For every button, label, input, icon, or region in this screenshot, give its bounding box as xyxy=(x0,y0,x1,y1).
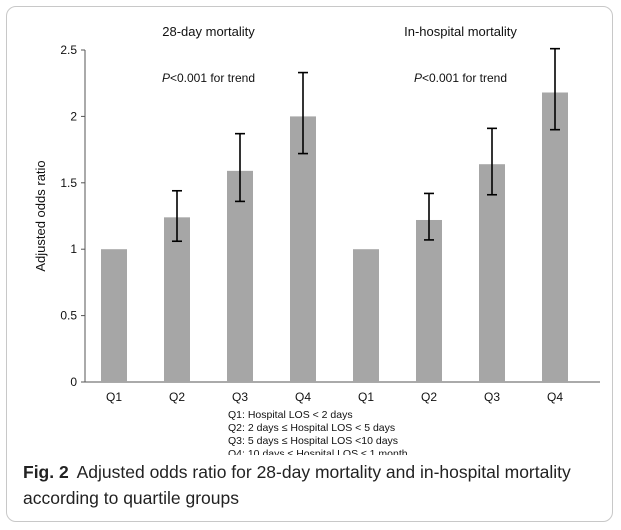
y-tick-label: 1 xyxy=(70,242,77,256)
group-title: 28-day mortality xyxy=(162,24,255,39)
y-tick-label: 0 xyxy=(70,375,77,389)
legend-entry: Q2: 2 days ≤ Hospital LOS < 5 days xyxy=(228,422,395,434)
legend-entry: Q4: 10 days ≤ Hospital LOS ≤ 1 month xyxy=(228,448,408,455)
x-tick-label: Q4 xyxy=(547,390,563,404)
chart-labels: 0 0.5 1 1.5 2 2.5 Adjusted odds ratio Q1 Q2 Q3 Q4 2… xyxy=(33,24,563,455)
figure-caption: Fig. 2 Adjusted odds ratio for 28-day mo… xyxy=(23,459,598,511)
y-axis xyxy=(81,49,600,383)
x-tick-label: Q2 xyxy=(421,390,437,404)
trend-annotation: P<0.001 for trend xyxy=(414,71,507,85)
bar xyxy=(353,249,379,382)
legend-entry: Q1: Hospital LOS < 2 days xyxy=(228,409,353,421)
bar xyxy=(101,249,127,382)
figure-label: Fig. 2 xyxy=(23,462,69,482)
bar xyxy=(164,217,190,382)
x-tick-label: Q1 xyxy=(106,390,122,404)
bar xyxy=(416,219,442,382)
legend-entry: Q3: 5 days ≤ Hospital LOS <10 days xyxy=(228,435,398,447)
figure-caption-text: Adjusted odds ratio for 28-day mortality… xyxy=(23,462,571,508)
x-tick-label: Q4 xyxy=(295,390,311,404)
y-tick-label: 2 xyxy=(70,109,77,123)
bar xyxy=(227,170,253,382)
x-tick-label: Q3 xyxy=(232,390,248,404)
trend-annotation: P<0.001 for trend xyxy=(162,71,255,85)
group-title: In-hospital mortality xyxy=(404,24,517,39)
bars xyxy=(101,47,568,383)
odds-ratio-bar-chart: 0 0.5 1 1.5 2 2.5 Adjusted odds ratio Q1 Q2 Q3 Q4 2… xyxy=(33,24,600,455)
y-tick-label: 1.5 xyxy=(60,176,77,190)
x-tick-label: Q2 xyxy=(169,390,185,404)
y-axis-title: Adjusted odds ratio xyxy=(33,160,48,271)
y-tick-label: 0.5 xyxy=(60,309,77,323)
bar xyxy=(479,164,505,382)
x-tick-label: Q1 xyxy=(358,390,374,404)
bar xyxy=(290,116,316,383)
x-tick-label: Q3 xyxy=(484,390,500,404)
bar xyxy=(542,92,568,382)
y-tick-label: 2.5 xyxy=(60,43,77,57)
